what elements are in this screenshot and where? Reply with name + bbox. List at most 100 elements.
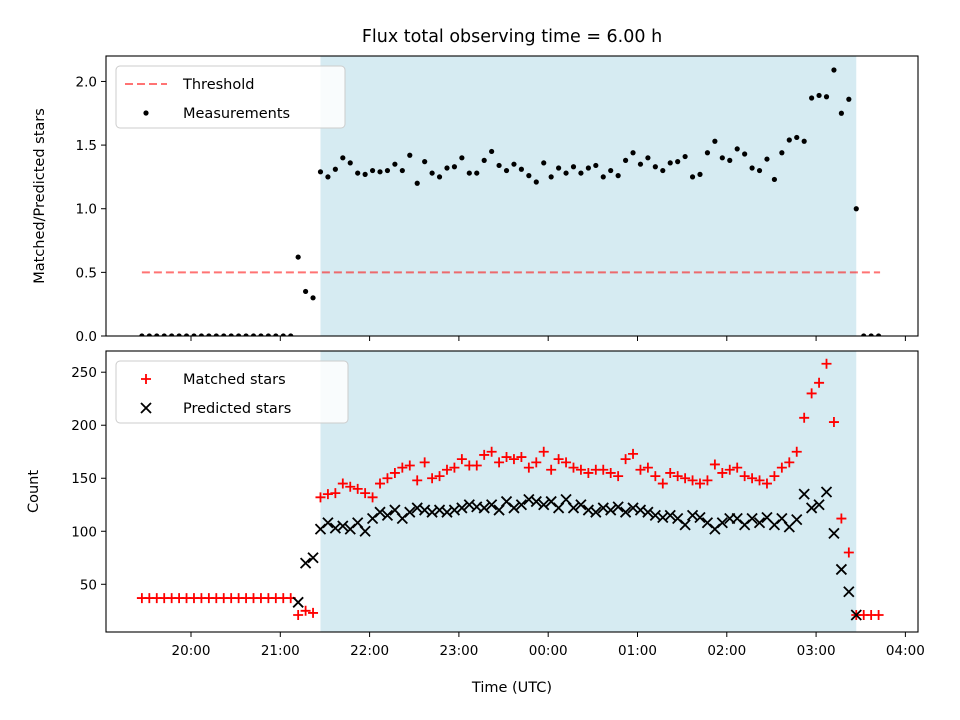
measurement-point: [451, 164, 458, 170]
measurement-point: [578, 170, 584, 176]
measurement-point: [503, 167, 510, 174]
measurement-point: [474, 170, 480, 176]
legend-entry-label: Predicted stars: [183, 401, 291, 417]
matched-star-point: [456, 454, 467, 465]
measurement-point: [541, 160, 547, 166]
predicted-star-point: [664, 509, 676, 521]
predicted-star-point: [627, 502, 639, 514]
predicted-star-point: [486, 499, 498, 511]
predicted-star-point: [337, 520, 349, 532]
matched-star-point: [761, 478, 772, 489]
matched-star-point: [680, 473, 691, 484]
matched-star-point: [412, 475, 423, 486]
predicted-star-point: [508, 502, 520, 514]
measurement-point: [176, 333, 182, 336]
measurement-point: [183, 333, 190, 336]
measurement-point: [347, 160, 353, 166]
matched-star-point: [367, 492, 378, 503]
measurement-point: [407, 152, 413, 158]
measurement-point: [689, 174, 696, 180]
matched-star-point: [449, 462, 460, 473]
measurement-point: [169, 333, 175, 336]
predicted-star-point: [448, 504, 461, 516]
predicted-star-point: [419, 504, 431, 516]
measurement-point: [422, 159, 428, 165]
measurement-point: [325, 174, 331, 180]
y-tick-label: 100: [71, 524, 97, 540]
matched-star-point: [799, 412, 810, 423]
matched-star-point: [598, 464, 609, 475]
matched-star-point: [806, 388, 817, 399]
matched-star-point: [337, 478, 348, 489]
measurement-point: [243, 333, 249, 336]
matched-star-point: [702, 475, 713, 486]
measurement-point: [392, 161, 398, 167]
matched-star-point: [605, 467, 616, 478]
matched-star-point: [843, 547, 854, 558]
measurement-point: [295, 254, 301, 260]
predicted-star-point: [798, 488, 810, 500]
measurement-point: [794, 134, 800, 141]
measurement-point: [846, 96, 852, 102]
y-tick-label: 0.0: [76, 329, 97, 345]
measurement-point: [861, 333, 867, 336]
legend-matched-swatch: [141, 374, 151, 384]
matched-star-point: [769, 471, 780, 482]
matched-star-point: [561, 457, 572, 468]
predicted-star-point: [359, 525, 371, 537]
matched-star-point: [613, 471, 624, 482]
legend-measurement-swatch: [143, 110, 149, 116]
measurement-point: [875, 333, 882, 336]
measurement-point: [481, 157, 487, 163]
measurement-point: [191, 333, 197, 336]
matched-star-point: [375, 478, 386, 489]
predicted-star-point: [307, 552, 319, 564]
legend-entry-label: Measurements: [183, 106, 290, 122]
matched-star-point: [389, 467, 400, 478]
predicted-star-point: [843, 586, 855, 598]
measurement-point: [801, 138, 807, 144]
matched-star-point: [382, 473, 393, 484]
matched-star-point: [694, 478, 705, 489]
measurement-point: [786, 137, 792, 143]
y-tick-label: 1.5: [76, 138, 97, 154]
measurement-point: [198, 333, 205, 336]
predicted-star-point: [605, 504, 617, 516]
matched-star-point: [747, 473, 758, 484]
measurement-point: [258, 333, 264, 336]
measurement-point: [489, 148, 495, 155]
measurement-point: [615, 173, 621, 179]
x-tick-label: 21:00: [261, 643, 300, 659]
measurement-point: [749, 165, 755, 171]
matched-star-point: [553, 454, 564, 465]
predicted-star-point: [322, 517, 334, 529]
predicted-star-point: [686, 509, 699, 521]
y-tick-label: 0.5: [76, 265, 97, 281]
measurement-point: [563, 170, 569, 176]
predicted-star-point: [441, 506, 453, 518]
measurement-point: [399, 167, 405, 174]
measurement-point: [585, 165, 591, 171]
matched-star-point: [739, 471, 750, 482]
matched-star-point: [538, 446, 549, 457]
predicted-star-point: [575, 499, 587, 511]
measurement-point: [779, 150, 785, 156]
matched-star-point: [620, 454, 631, 465]
matched-star-point: [501, 452, 512, 463]
measurement-point: [771, 176, 778, 183]
y-tick-label: 1.0: [76, 202, 97, 218]
matched-star-point: [546, 464, 557, 475]
measurement-point: [556, 165, 562, 171]
predicted-star-point: [456, 502, 468, 514]
predicted-star-point: [642, 506, 654, 518]
legend-box: [115, 65, 346, 129]
predicted-star-point: [694, 511, 706, 524]
measurement-point: [764, 156, 770, 162]
measurement-point: [868, 333, 874, 336]
matched-star-point: [360, 488, 371, 499]
measurement-point: [593, 162, 599, 169]
observing-window-shade: [320, 351, 857, 632]
measurement-point: [414, 180, 420, 186]
measurement-point: [645, 155, 651, 161]
measurement-point: [570, 164, 577, 170]
